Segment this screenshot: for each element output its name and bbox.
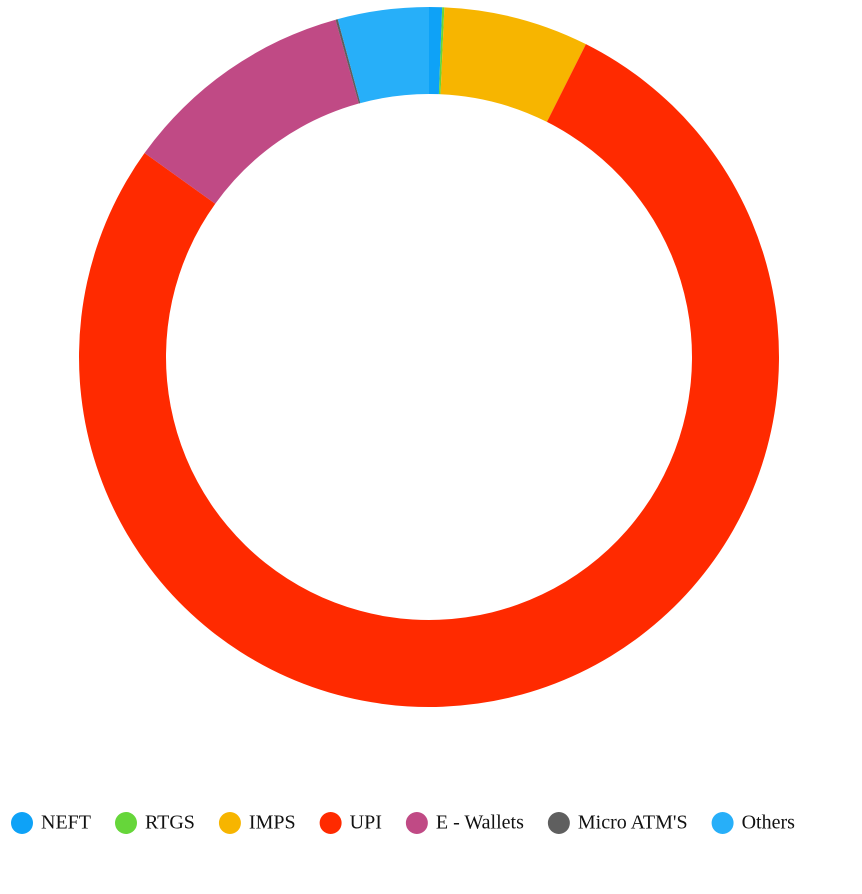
legend-marker: [547, 812, 570, 834]
donut-slice: [337, 6, 429, 104]
donut-slice: [438, 7, 445, 95]
legend-label: E - Wallets: [436, 812, 524, 834]
legend-label: Others: [742, 812, 796, 834]
donut-slice: [144, 19, 359, 204]
legend-marker: [319, 812, 342, 834]
legend-label: NEFT: [41, 812, 91, 834]
donut-slice: [335, 19, 361, 104]
legend-label: UPI: [350, 812, 382, 834]
legend-marker: [115, 812, 137, 834]
legend-marker: [711, 812, 734, 834]
donut-slice: [440, 7, 586, 122]
legend-label: Micro ATM'S: [578, 812, 688, 834]
legend-marker: [405, 812, 428, 834]
legend-label: IMPS: [249, 812, 296, 834]
legend-marker: [11, 812, 33, 834]
legend-marker: [218, 812, 241, 834]
legend-label: RTGS: [145, 812, 195, 834]
donut-slice: [429, 7, 443, 95]
